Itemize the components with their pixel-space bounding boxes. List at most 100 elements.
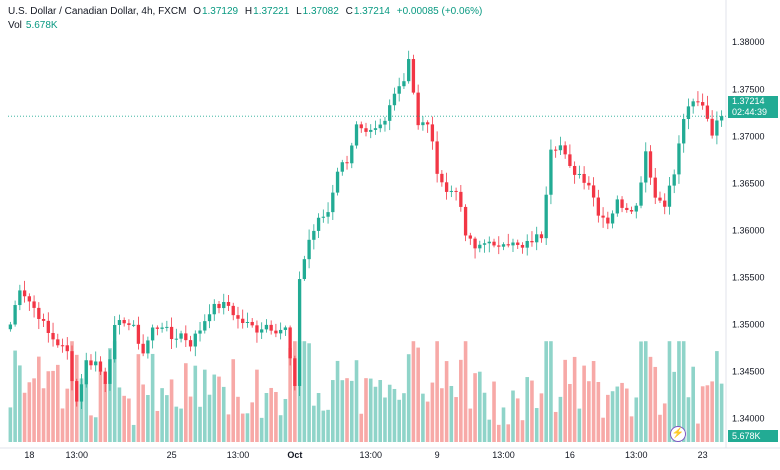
candle-body	[212, 303, 216, 315]
candle-body	[478, 244, 482, 249]
candle-body	[297, 279, 302, 386]
candle-body	[378, 124, 382, 129]
candle-body	[549, 149, 553, 195]
volume-bar	[677, 341, 681, 442]
volume-bar	[174, 406, 179, 442]
volume-bar	[221, 386, 226, 442]
price-tick-label: 1.34500	[732, 366, 765, 376]
volume-bar	[112, 341, 117, 442]
candle-body	[672, 174, 676, 186]
volume-bar	[93, 417, 98, 442]
candle-body	[440, 173, 444, 183]
candle-body	[421, 122, 425, 126]
open-label: O	[193, 6, 201, 17]
low-value: 1.37082	[302, 6, 339, 17]
candle-body	[255, 325, 259, 333]
bar-countdown: 02:44:39	[732, 107, 768, 117]
volume-bar	[672, 371, 677, 442]
candle-body	[98, 361, 103, 372]
volume-bar	[131, 424, 136, 442]
close-value: 1.37214	[353, 6, 390, 17]
volume-bar	[705, 385, 710, 442]
candle-body	[719, 116, 724, 121]
candle-body	[150, 327, 155, 341]
candle-body	[203, 321, 207, 331]
candle-body	[658, 197, 662, 201]
volume-bar	[155, 410, 160, 442]
symbol-header: U.S. Dollar / Canadian Dollar, 4h, FXCM …	[8, 6, 482, 17]
candle-body	[705, 105, 710, 119]
candle-body	[326, 212, 330, 217]
volume-bar	[349, 380, 354, 442]
volume-bar	[416, 347, 420, 442]
candle-body	[316, 217, 321, 231]
volume-bar	[55, 364, 60, 442]
volume-bar	[658, 414, 662, 442]
current-volume-tag: 5.678K	[728, 430, 778, 442]
volume-bar	[278, 415, 283, 442]
volume-bar	[70, 341, 74, 442]
candle-body	[682, 119, 686, 144]
candle-body	[41, 318, 46, 321]
volume-bar	[406, 354, 411, 442]
candle-body	[591, 185, 596, 198]
volume-label: Vol	[8, 20, 22, 31]
price-tick-label: 1.35000	[732, 319, 765, 329]
volume-bar	[710, 381, 714, 442]
volume-bar	[165, 395, 169, 442]
volume-bar	[496, 424, 501, 442]
volume-bar	[454, 397, 458, 442]
candle-body	[444, 182, 449, 192]
volume-bar	[662, 403, 667, 442]
volume-bar	[236, 396, 240, 442]
candle-body	[288, 327, 292, 359]
volume-bar	[634, 397, 639, 442]
candle-body	[127, 323, 131, 325]
volume-bar	[549, 341, 553, 442]
candle-body	[184, 333, 188, 341]
candle-body	[544, 194, 548, 239]
candle-body	[554, 149, 558, 151]
candle-body	[260, 329, 264, 333]
time-tick-label: 13:00	[625, 450, 648, 460]
volume-bar	[245, 413, 250, 442]
candle-body	[312, 230, 316, 240]
candle-body	[644, 151, 648, 183]
price-tick-label: 1.36500	[732, 178, 765, 188]
candle-body	[60, 345, 65, 347]
low-label: L	[296, 6, 302, 17]
volume-bar	[601, 417, 605, 442]
volume-bar	[198, 406, 202, 442]
volume-bar	[715, 351, 719, 442]
volume-bar	[648, 356, 653, 442]
high-value: 1.37221	[253, 6, 290, 17]
volume-bar	[321, 410, 326, 442]
candle-body	[686, 106, 691, 120]
volume-bar	[525, 377, 530, 442]
candle-body	[653, 177, 657, 198]
candle-body	[340, 162, 344, 172]
candle-body	[492, 241, 496, 246]
volume-bar	[293, 341, 297, 442]
candle-body	[274, 330, 278, 334]
candle-body	[179, 333, 183, 339]
candle-body	[32, 301, 36, 308]
candle-body	[520, 244, 525, 248]
candle-body	[293, 358, 297, 386]
volume-bar	[558, 396, 563, 442]
volume-bar	[440, 388, 444, 442]
volume-bar	[615, 386, 620, 442]
candle-body	[46, 320, 50, 333]
candle-body	[8, 324, 13, 330]
candle-body	[117, 320, 122, 325]
candle-body	[587, 182, 591, 186]
time-tick-label: 13:00	[492, 450, 515, 460]
volume-bar	[65, 388, 70, 442]
current-price-value: 1.37214	[732, 96, 765, 106]
candle-body	[667, 185, 672, 207]
lightning-icon[interactable]: ⚡	[670, 426, 686, 442]
volume-bar	[482, 392, 487, 442]
candle-body	[103, 371, 107, 384]
candle-body	[56, 339, 60, 346]
